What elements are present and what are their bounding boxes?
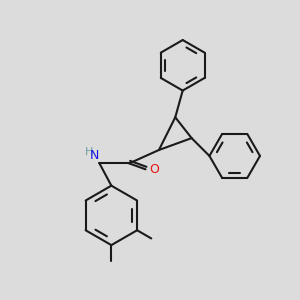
Text: O: O bbox=[149, 163, 159, 176]
Text: N: N bbox=[89, 149, 99, 162]
Text: H: H bbox=[85, 147, 93, 157]
